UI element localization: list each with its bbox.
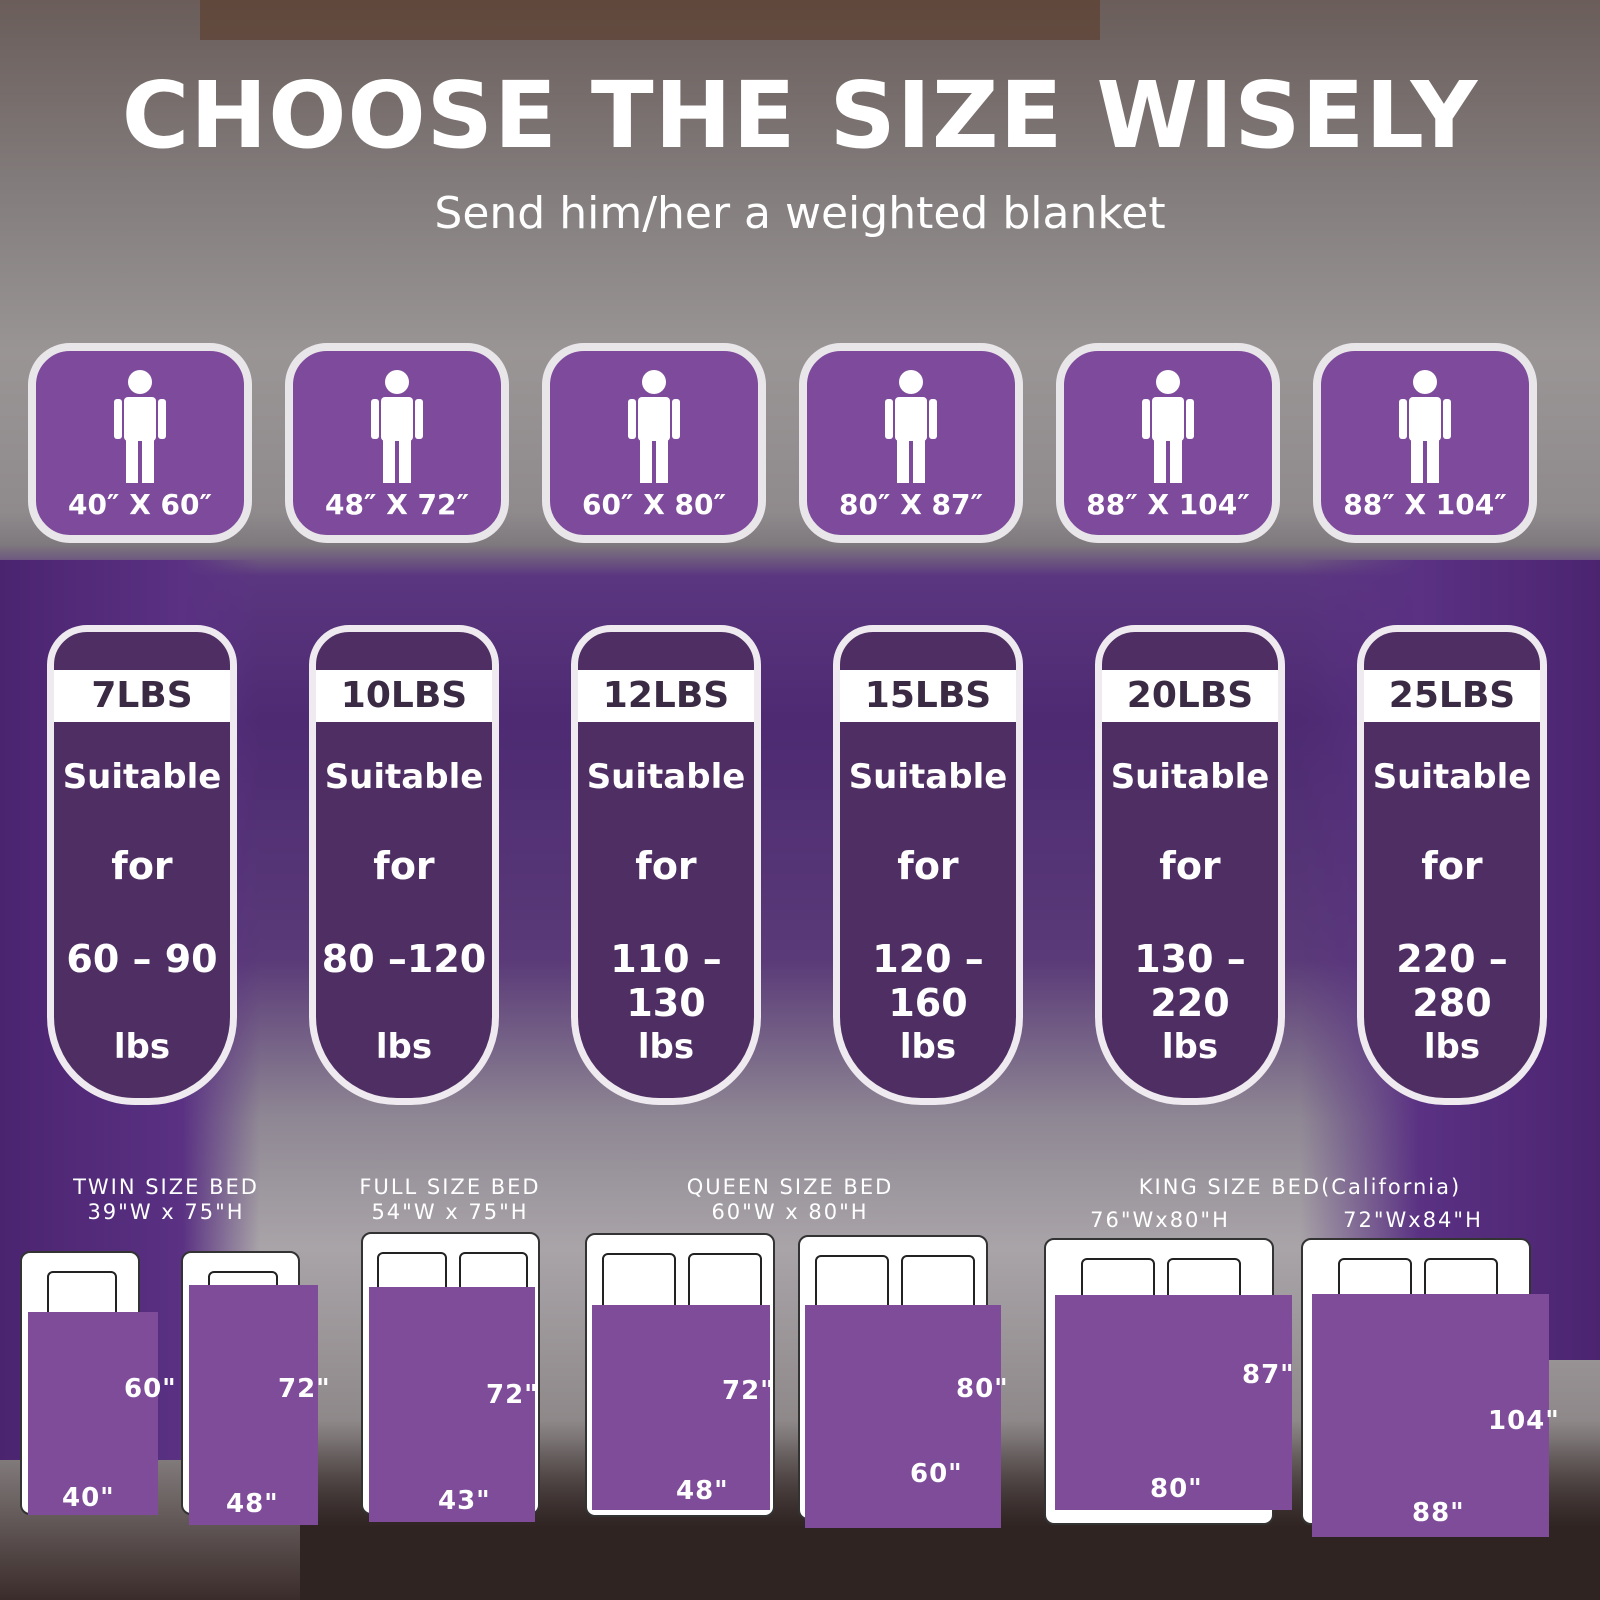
unit-text: lbs xyxy=(113,1027,171,1067)
for-text: for xyxy=(111,844,173,888)
range-text: 220 – 280 xyxy=(1396,937,1508,1025)
person-icon xyxy=(112,369,168,489)
background-headboard xyxy=(200,0,1100,40)
blanket-height-label: 104" xyxy=(1488,1406,1560,1436)
bed-name: QUEEN SIZE BED xyxy=(686,1175,894,1199)
person-icon xyxy=(1397,369,1453,489)
size-label: 48″ X 72″ xyxy=(324,488,470,521)
bed-dims: 39"W x 75"H xyxy=(87,1200,245,1224)
weight-card: 7LBS Suitable for 60 – 90 lbs xyxy=(47,625,237,1105)
for-text: for xyxy=(635,844,697,888)
bed-dims: 54"W x 75"H xyxy=(371,1200,529,1224)
suitable-text: Suitable xyxy=(324,757,484,797)
bed-name: TWIN SIZE BED xyxy=(73,1175,259,1199)
size-label: 80″ X 87″ xyxy=(838,488,984,521)
bed-title-full: FULL SIZE BED 54"W x 75"H xyxy=(359,1175,540,1225)
weight-label: 10LBS xyxy=(316,670,492,722)
size-card: 80″ X 87″ xyxy=(799,343,1023,543)
bed-title-queen: QUEEN SIZE BED 60"W x 80"H xyxy=(687,1175,894,1225)
blanket-shape xyxy=(1312,1294,1549,1537)
page-subtitle: Send him/her a weighted blanket xyxy=(434,188,1166,239)
suitable-text: Suitable xyxy=(586,757,746,797)
weight-label: 15LBS xyxy=(840,670,1016,722)
size-card: 88″ X 104″ xyxy=(1056,343,1280,543)
size-label: 88″ X 104″ xyxy=(1343,488,1507,521)
size-card: 88″ X 104″ xyxy=(1313,343,1537,543)
for-text: for xyxy=(373,844,435,888)
weight-label: 20LBS xyxy=(1102,670,1278,722)
blanket-width-label: 43" xyxy=(438,1486,491,1516)
blanket-height-label: 72" xyxy=(278,1374,331,1404)
range-text: 110 –130 xyxy=(610,937,722,1025)
weight-card: 15LBS Suitable for 120 –160 lbs xyxy=(833,625,1023,1105)
bed-name: FULL SIZE BED xyxy=(359,1175,541,1199)
weight-label: 25LBS xyxy=(1364,670,1540,722)
size-card: 60″ X 80″ xyxy=(542,343,766,543)
blanket-shape xyxy=(592,1305,770,1510)
size-label: 60″ X 80″ xyxy=(581,488,727,521)
bed-title-twin: TWIN SIZE BED 39"W x 75"H xyxy=(73,1175,259,1225)
for-text: for xyxy=(897,844,959,888)
size-card: 48″ X 72″ xyxy=(285,343,509,543)
blanket-height-label: 87" xyxy=(1242,1360,1295,1390)
weight-label: 12LBS xyxy=(578,670,754,722)
blanket-width-label: 40" xyxy=(62,1483,115,1513)
weight-card: 12LBS Suitable for 110 –130 lbs xyxy=(571,625,761,1105)
blanket-height-label: 80" xyxy=(956,1374,1009,1404)
unit-text: lbs xyxy=(637,1027,695,1067)
blanket-height-label: 72" xyxy=(486,1380,539,1410)
blanket-shape xyxy=(189,1285,318,1525)
size-label: 40″ X 60″ xyxy=(67,488,213,521)
pillow-icon xyxy=(688,1253,762,1313)
blanket-width-label: 60" xyxy=(910,1459,963,1489)
blanket-height-label: 60" xyxy=(124,1374,177,1404)
person-icon xyxy=(626,369,682,489)
unit-text: lbs xyxy=(1423,1027,1481,1067)
unit-text: lbs xyxy=(1161,1027,1219,1067)
blanket-width-label: 48" xyxy=(676,1476,729,1506)
blanket-shape xyxy=(805,1305,1001,1528)
blanket-shape xyxy=(1055,1295,1292,1510)
weight-label: 7LBS xyxy=(54,670,230,722)
bed-title-king: KING SIZE BED(California) xyxy=(1139,1175,1461,1200)
king-dims-2: 72"Wx84"H xyxy=(1343,1208,1483,1232)
suitable-text: Suitable xyxy=(848,757,1008,797)
blanket-width-label: 80" xyxy=(1150,1474,1203,1504)
suitable-text: Suitable xyxy=(62,757,222,797)
range-text: 80 –120 xyxy=(321,937,487,981)
blanket-shape xyxy=(369,1287,535,1522)
page-title: CHOOSE THE SIZE WISELY xyxy=(121,62,1479,169)
for-text: for xyxy=(1159,844,1221,888)
suitable-text: Suitable xyxy=(1372,757,1532,797)
weight-card: 20LBS Suitable for 130 – 220 lbs xyxy=(1095,625,1285,1105)
range-text: 130 – 220 xyxy=(1134,937,1246,1025)
bed-dims: 60"W x 80"H xyxy=(711,1200,869,1224)
blanket-width-label: 88" xyxy=(1412,1498,1465,1528)
blanket-width-label: 48" xyxy=(226,1489,279,1519)
size-card: 40″ X 60″ xyxy=(28,343,252,543)
for-text: for xyxy=(1421,844,1483,888)
suitable-text: Suitable xyxy=(1110,757,1270,797)
bed-name: KING SIZE BED(California) xyxy=(1138,1175,1462,1199)
person-icon xyxy=(883,369,939,489)
king-dims-1: 76"Wx80"H xyxy=(1090,1208,1230,1232)
size-label: 88″ X 104″ xyxy=(1086,488,1250,521)
pillow-icon xyxy=(602,1253,676,1313)
weight-card: 25LBS Suitable for 220 – 280 lbs xyxy=(1357,625,1547,1105)
unit-text: lbs xyxy=(375,1027,433,1067)
blanket-shape xyxy=(28,1312,158,1515)
blanket-height-label: 72" xyxy=(722,1376,775,1406)
unit-text: lbs xyxy=(899,1027,957,1067)
range-text: 60 – 90 xyxy=(66,937,218,981)
weight-card: 10LBS Suitable for 80 –120 lbs xyxy=(309,625,499,1105)
person-icon xyxy=(1140,369,1196,489)
person-icon xyxy=(369,369,425,489)
range-text: 120 –160 xyxy=(872,937,984,1025)
